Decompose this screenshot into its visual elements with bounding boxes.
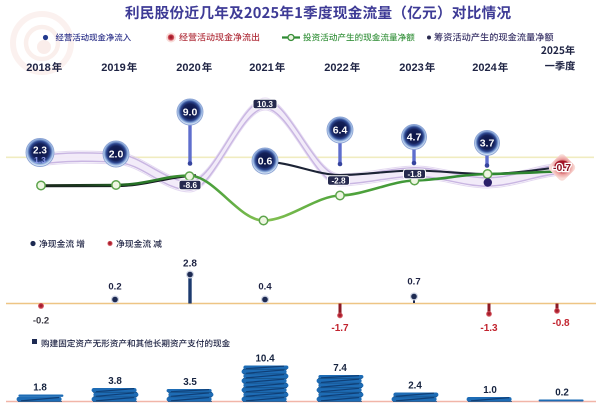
svg-text:-0.7: -0.7 <box>553 162 571 174</box>
svg-text:2019: 2019 <box>101 62 125 74</box>
svg-text:2022: 2022 <box>324 62 348 74</box>
svg-text:10.3: 10.3 <box>257 100 273 109</box>
svg-text:2.0: 2.0 <box>109 149 124 161</box>
svg-text:1.0: 1.0 <box>483 385 497 396</box>
svg-text:2018: 2018 <box>26 62 50 74</box>
svg-text:10.4: 10.4 <box>255 354 275 365</box>
svg-text:2023: 2023 <box>399 62 423 74</box>
svg-text:6.4: 6.4 <box>333 125 348 137</box>
svg-text:9.0: 9.0 <box>183 107 198 119</box>
svg-text:2024: 2024 <box>472 62 497 74</box>
svg-text:-1.7: -1.7 <box>331 323 349 334</box>
svg-text:-1.8: -1.8 <box>407 170 422 179</box>
svg-text:-8.6: -8.6 <box>183 181 198 190</box>
svg-text:-0.8: -0.8 <box>552 318 570 329</box>
svg-text:3.7: 3.7 <box>480 138 495 150</box>
svg-text:-2.8: -2.8 <box>331 177 346 186</box>
svg-text:1.3: 1.3 <box>34 155 46 165</box>
svg-text:0.7: 0.7 <box>407 277 420 288</box>
svg-text:2.3: 2.3 <box>33 146 47 157</box>
svg-text:7.4: 7.4 <box>333 363 347 374</box>
svg-text:3.5: 3.5 <box>183 377 197 388</box>
svg-text:-1.3: -1.3 <box>480 323 498 334</box>
svg-text:2021: 2021 <box>249 62 273 74</box>
svg-text:0.6: 0.6 <box>258 156 273 168</box>
svg-text:4.7: 4.7 <box>407 132 422 144</box>
svg-text:0.2: 0.2 <box>555 388 569 399</box>
svg-text:0.2: 0.2 <box>108 282 121 293</box>
svg-text:0.4: 0.4 <box>258 282 272 293</box>
svg-text:1.8: 1.8 <box>33 383 47 394</box>
svg-text:-0.2: -0.2 <box>33 316 49 327</box>
svg-text:2.8: 2.8 <box>183 259 197 270</box>
svg-text:3.8: 3.8 <box>108 376 122 387</box>
svg-text:-0.7: -0.7 <box>553 162 571 174</box>
svg-text:2.4: 2.4 <box>408 381 422 392</box>
svg-text:2020: 2020 <box>176 62 200 74</box>
